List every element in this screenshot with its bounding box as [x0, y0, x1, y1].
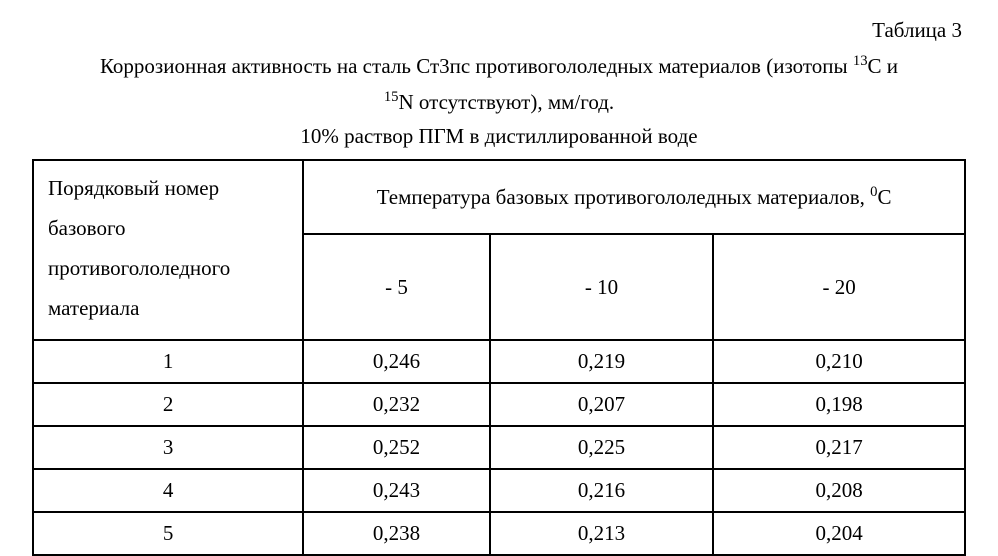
caption-sup-2: 15 [384, 89, 399, 105]
caption-text-mid1: С и [868, 54, 899, 78]
row-index: 4 [33, 469, 303, 512]
cell-value: 0,217 [713, 426, 965, 469]
header-span: Температура базовых противогололедных ма… [303, 160, 965, 234]
header-span-text-a: Температура базовых противогололедных ма… [377, 185, 870, 209]
row-index: 1 [33, 340, 303, 383]
cell-value: 0,219 [490, 340, 714, 383]
table-row: 3 0,252 0,225 0,217 [33, 426, 965, 469]
header-temp-2: - 20 [713, 234, 965, 340]
table-row: 4 0,243 0,216 0,208 [33, 469, 965, 512]
table-caption: Коррозионная активность на сталь Ст3пс п… [32, 49, 966, 120]
cell-value: 0,225 [490, 426, 714, 469]
row-index: 3 [33, 426, 303, 469]
table-row: 5 0,238 0,213 0,204 [33, 512, 965, 555]
cell-value: 0,216 [490, 469, 714, 512]
row-index: 5 [33, 512, 303, 555]
header-span-sup: 0 [870, 184, 877, 200]
cell-value: 0,198 [713, 383, 965, 426]
cell-value: 0,238 [303, 512, 489, 555]
caption-text-a: Коррозионная активность на сталь Ст3пс п… [100, 54, 853, 78]
caption-sup-1: 13 [853, 53, 868, 69]
cell-value: 0,252 [303, 426, 489, 469]
header-span-text-b: С [878, 185, 892, 209]
cell-value: 0,208 [713, 469, 965, 512]
cell-value: 0,232 [303, 383, 489, 426]
header-rowhead: Порядковый номер базового противогололед… [33, 160, 303, 340]
table-label: Таблица 3 [32, 18, 962, 43]
cell-value: 0,213 [490, 512, 714, 555]
cell-value: 0,210 [713, 340, 965, 383]
cell-value: 0,204 [713, 512, 965, 555]
header-temp-0: - 5 [303, 234, 489, 340]
cell-value: 0,246 [303, 340, 489, 383]
row-index: 2 [33, 383, 303, 426]
table-subcaption: 10% раствор ПГМ в дистиллированной воде [32, 124, 966, 149]
table-header-row-1: Порядковый номер базового противогололед… [33, 160, 965, 234]
caption-text-mid2: N отсутствуют), мм/год. [399, 90, 615, 114]
header-temp-1: - 10 [490, 234, 714, 340]
table-row: 1 0,246 0,219 0,210 [33, 340, 965, 383]
table-row: 2 0,232 0,207 0,198 [33, 383, 965, 426]
cell-value: 0,207 [490, 383, 714, 426]
cell-value: 0,243 [303, 469, 489, 512]
data-table: Порядковый номер базового противогололед… [32, 159, 966, 556]
